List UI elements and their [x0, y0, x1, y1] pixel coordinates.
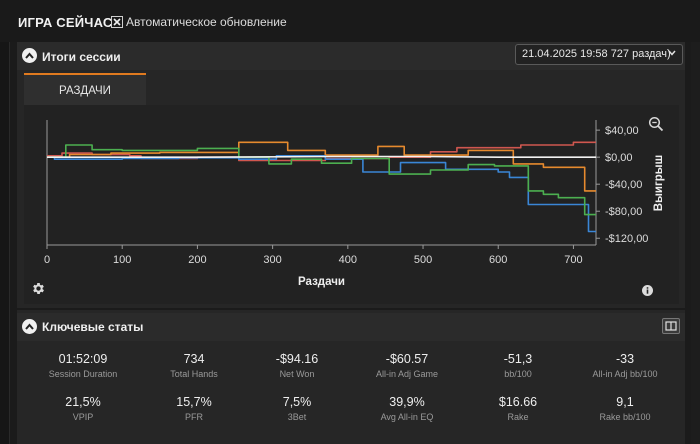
stat-label: Avg All-in EQ: [380, 412, 434, 422]
stat-value: 7,5%: [282, 395, 312, 409]
stat-cell: -$60.57 All-in Adj Game: [352, 352, 462, 379]
stat-cell: 7,5% 3Bet: [242, 395, 352, 422]
x-tick-label: 300: [263, 254, 281, 266]
stat-cell: 21,5% VPIP: [28, 395, 138, 422]
x-tick-label: 400: [339, 254, 357, 266]
x-tick-label: 100: [113, 254, 131, 266]
stat-cell: 734 Total Hands: [139, 352, 249, 379]
series-line-3: [47, 144, 596, 216]
x-axis-title: Раздачи: [298, 276, 345, 288]
stat-cell: $16.66 Rake: [463, 395, 573, 422]
series-line-4: [47, 155, 596, 158]
stat-label: VPIP: [72, 412, 94, 422]
magnifier-icon: [648, 116, 664, 132]
stat-value: 734: [183, 352, 205, 366]
stat-label: 3Bet: [287, 412, 307, 422]
stat-cell: 15,7% PFR: [139, 395, 249, 422]
stat-label: bb/100: [504, 369, 532, 379]
stat-label: Session Duration: [48, 369, 118, 379]
chart-info-button[interactable]: [642, 283, 653, 301]
stat-label: All-in Adj Game: [375, 369, 439, 379]
y-tick-label: $0,00: [605, 152, 633, 164]
chevron-up-icon: [25, 52, 34, 59]
stat-value: -33: [615, 352, 635, 366]
series-line-1: [47, 141, 596, 192]
zoom-button[interactable]: [648, 116, 664, 137]
stat-label: All-in Adj bb/100: [592, 369, 658, 379]
chart-settings-button[interactable]: [31, 281, 46, 301]
chevron-down-icon: [668, 50, 676, 56]
x-tick-label: 600: [489, 254, 507, 266]
stat-value: $16.66: [498, 395, 538, 409]
stat-label: Rake: [507, 412, 529, 422]
auto-update-checkbox[interactable]: [111, 16, 123, 28]
stat-cell: -33 All-in Adj bb/100: [570, 352, 680, 379]
x-tick-label: 200: [188, 254, 206, 266]
y-tick-label: -$120,00: [605, 233, 648, 245]
stat-cell: 01:52:09 Session Duration: [28, 352, 138, 379]
stat-value: 39,9%: [389, 395, 425, 409]
stat-cell: -51,3 bb/100: [463, 352, 573, 379]
key-stats-header: [17, 313, 685, 341]
auto-update-label[interactable]: Автоматическое обновление: [126, 15, 287, 29]
stat-label: Total Hands: [170, 369, 218, 379]
session-select[interactable]: 21.04.2025 19:58 727 раздач): [515, 44, 683, 65]
right-scroll-edge: [691, 42, 700, 444]
stat-label: PFR: [185, 412, 203, 422]
series-line-2: [47, 155, 596, 233]
key-stats-title: Ключевые статы: [42, 320, 144, 334]
stat-value: -$94.16: [275, 352, 319, 366]
gear-icon: [33, 283, 44, 294]
stat-value: 15,7%: [176, 395, 212, 409]
y-axis-title: Выигрыш: [653, 155, 665, 211]
stat-cell: -$94.16 Net Won: [242, 352, 352, 379]
y-tick-label: -$80,00: [605, 206, 642, 218]
columns-icon: [665, 321, 677, 331]
y-tick-label: $40,00: [605, 125, 639, 137]
tab-hands[interactable]: РАЗДАЧИ: [24, 73, 146, 107]
info-icon: [642, 285, 653, 296]
x-tick-label: 500: [414, 254, 432, 266]
tab-hands-label: РАЗДАЧИ: [59, 85, 111, 97]
x-tick-label: 700: [564, 254, 582, 266]
y-tick-label: -$40,00: [605, 179, 642, 191]
check-x-icon: [113, 18, 121, 26]
stat-label: Net Won: [279, 369, 315, 379]
stat-label: Rake bb/100: [599, 412, 651, 422]
collapse-session-button[interactable]: [22, 48, 37, 63]
collapse-stats-button[interactable]: [22, 319, 37, 334]
session-select-value: 21.04.2025 19:58 727 раздач): [522, 48, 671, 60]
stat-value: -$60.57: [385, 352, 429, 366]
x-tick-label: 0: [44, 254, 50, 266]
page-title: ИГРА СЕЙЧАС: [18, 15, 113, 30]
stat-value: -51,3: [503, 352, 533, 366]
layout-toggle-button[interactable]: [662, 318, 680, 334]
stat-value: 01:52:09: [58, 352, 108, 366]
session-summary-title: Итоги сессии: [42, 50, 121, 64]
left-sidebar-edge: [0, 42, 10, 444]
stat-cell: 39,9% Avg All-in EQ: [352, 395, 462, 422]
stat-value: 21,5%: [65, 395, 101, 409]
chevron-up-icon: [25, 323, 34, 330]
stat-value: 9,1: [616, 395, 634, 409]
stat-cell: 9,1 Rake bb/100: [570, 395, 680, 422]
